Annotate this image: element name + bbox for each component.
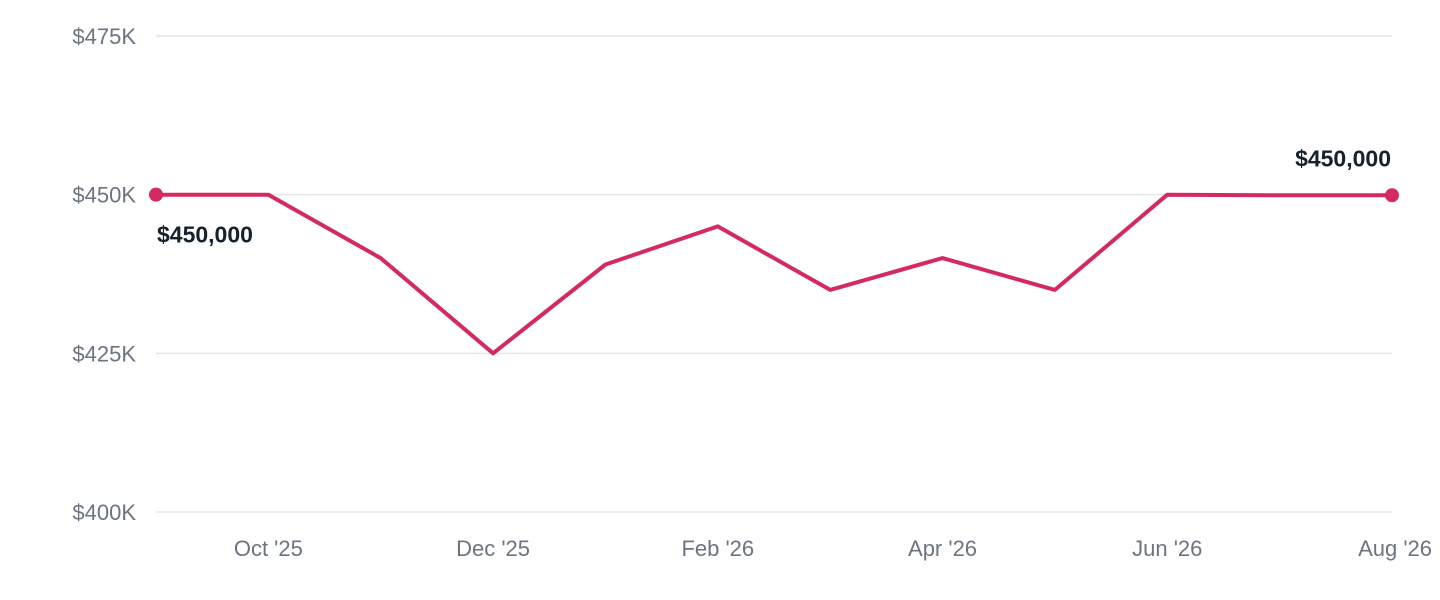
gridlines <box>156 35 1392 513</box>
x-tick-label: Oct '25 <box>234 536 303 561</box>
y-tick-label: $400K <box>72 500 136 525</box>
x-axis-tick-labels: Oct '25 Dec '25 Feb '26 Apr '26 Jun '26 Aug '… <box>234 536 1432 561</box>
series-group <box>149 187 1399 356</box>
y-tick-label: $425K <box>72 341 136 366</box>
y-tick-label: $475K <box>72 24 136 49</box>
y-axis-tick-labels: $400K $425K $450K $475K <box>72 24 136 525</box>
x-tick-label: Feb '26 <box>681 536 754 561</box>
data-labels: $450,000 $450,000 <box>157 145 1391 247</box>
x-tick-label: Aug '26 <box>1358 536 1432 561</box>
x-tick-label: Dec '25 <box>456 536 530 561</box>
start-value-label: $450,000 <box>157 222 253 248</box>
end-value-label: $450,000 <box>1295 145 1391 171</box>
x-tick-label: Jun '26 <box>1132 536 1202 561</box>
end-point <box>1385 188 1399 203</box>
y-tick-label: $450K <box>72 183 136 208</box>
series-line <box>154 192 1394 356</box>
x-tick-label: Apr '26 <box>908 536 977 561</box>
start-point <box>149 187 163 202</box>
